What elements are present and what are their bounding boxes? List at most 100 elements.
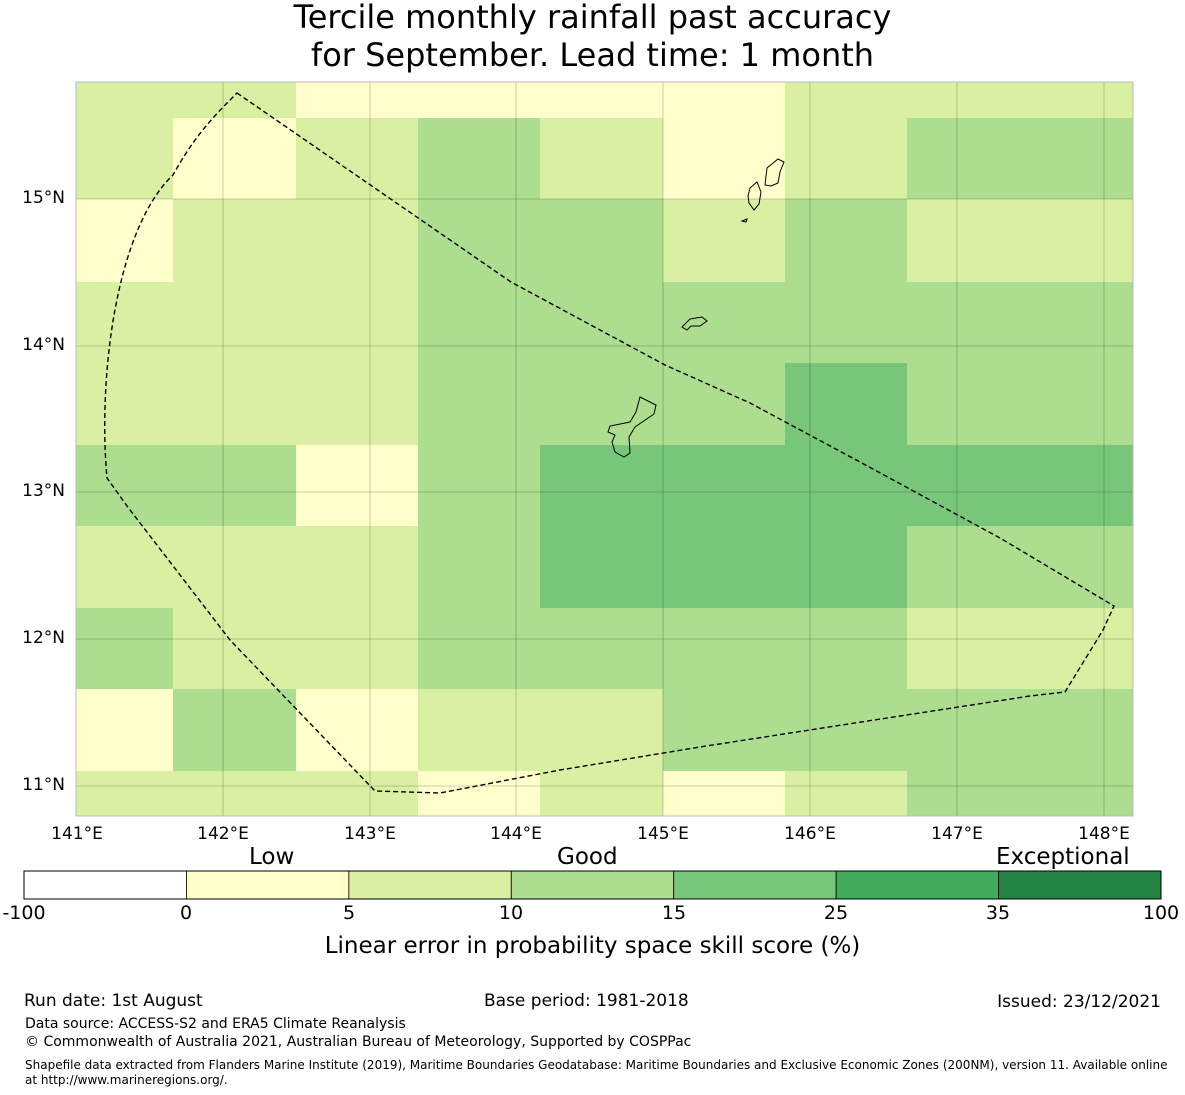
grid-cell <box>296 771 418 816</box>
grid-cell <box>663 445 785 526</box>
grid-cell <box>173 118 296 199</box>
grid-cell <box>785 771 907 816</box>
lat-label-11n: 11°N <box>22 775 65 795</box>
grid-cell <box>296 445 418 526</box>
grid-cell <box>540 608 663 689</box>
grid-cell <box>663 82 785 118</box>
issued-date: Issued: 23/12/2021 <box>997 992 1161 1012</box>
grid-cell <box>785 199 907 282</box>
grid-cell <box>907 445 1133 526</box>
grid-cell <box>663 689 785 771</box>
island-aguijan <box>740 218 748 223</box>
lon-label-144e: 144°E <box>490 824 542 844</box>
grid-cell <box>418 608 540 689</box>
lon-label-146e: 146°E <box>784 824 836 844</box>
grid-cell <box>173 526 296 608</box>
lat-label-15n: 15°N <box>22 188 65 208</box>
island-rota <box>681 316 708 331</box>
lon-label-147e: 147°E <box>931 824 983 844</box>
colorbar-segment <box>186 870 350 900</box>
grid-cell <box>540 689 663 771</box>
map-title-line-2: for September. Lead time: 1 month <box>310 36 875 74</box>
colorbar <box>23 870 1162 900</box>
grid-cell <box>173 282 296 363</box>
grid-cell <box>173 363 296 445</box>
grid-cell <box>76 608 173 689</box>
lon-label-142e: 142°E <box>197 824 249 844</box>
colorbar-tick: 35 <box>985 902 1011 924</box>
colorbar-tick: 10 <box>498 902 524 924</box>
grid-cell <box>76 445 173 526</box>
grid-cell <box>418 199 540 282</box>
grid-cell <box>418 118 540 199</box>
copyright: © Commonwealth of Australia 2021, Austra… <box>25 1034 692 1050</box>
grid-cell <box>76 526 173 608</box>
colorbar-tick: 100 <box>1142 902 1180 924</box>
colorbar-tick: -100 <box>2 902 46 924</box>
grid-cell <box>907 82 1133 118</box>
grid-cell <box>173 608 296 689</box>
grid-cell <box>907 771 1133 816</box>
lon-label-148e: 148°E <box>1078 824 1130 844</box>
grid-cell <box>663 771 785 816</box>
island-tinian <box>747 181 762 211</box>
graticule <box>75 82 1133 816</box>
lon-label-145e: 145°E <box>637 824 689 844</box>
lon-label-141e: 141°E <box>51 824 103 844</box>
grid-cell <box>76 82 173 118</box>
lat-label-14n: 14°N <box>22 335 65 355</box>
colorbar-segment <box>673 870 837 900</box>
grid-cell <box>418 689 540 771</box>
eez-boundary <box>104 92 1115 794</box>
grid-cell <box>540 118 663 199</box>
colorbar-segment <box>348 870 512 900</box>
grid-cell <box>540 282 663 363</box>
grid-cell <box>418 82 540 118</box>
grid-cell <box>540 82 663 118</box>
grid-cell <box>663 608 785 689</box>
grid-cell <box>76 199 173 282</box>
grid-cell <box>76 282 173 363</box>
skill-grid <box>76 82 1133 816</box>
lat-label-12n: 12°N <box>22 628 65 648</box>
grid-cell <box>173 82 296 118</box>
grid-cell <box>296 199 418 282</box>
grid-cell <box>296 82 418 118</box>
colorbar-tick: 5 <box>342 902 356 924</box>
grid-cell <box>418 445 540 526</box>
colorbar-tick: 0 <box>179 902 193 924</box>
grid-cell <box>785 118 907 199</box>
grid-cell <box>540 363 663 445</box>
grid-cell <box>296 526 418 608</box>
colorbar-segment <box>835 870 999 900</box>
grid-cell <box>540 199 663 282</box>
grid-cell <box>907 689 1133 771</box>
grid-cell <box>785 282 907 363</box>
grid-cell <box>663 199 785 282</box>
grid-cell <box>540 445 663 526</box>
grid-cell <box>663 282 785 363</box>
grid-cell <box>173 689 296 771</box>
map-title-line-1: Tercile monthly rainfall past accuracy <box>293 0 892 36</box>
grid-cell <box>785 363 907 445</box>
grid-cell <box>663 526 785 608</box>
grid-cell <box>76 363 173 445</box>
grid-cell <box>907 608 1133 689</box>
colorbar-title: Linear error in probability space skill … <box>324 933 861 959</box>
grid-cell <box>785 445 907 526</box>
colorbar-segment <box>998 870 1162 900</box>
shapefile-note: Shapefile data extracted from Flanders M… <box>25 1058 1168 1087</box>
grid-cell <box>296 363 418 445</box>
grid-cell <box>418 363 540 445</box>
island-saipan <box>764 158 785 187</box>
grid-cell <box>540 771 663 816</box>
colorbar-segment <box>510 870 675 900</box>
data-source: Data source: ACCESS-S2 and ERA5 Climate … <box>25 1016 406 1032</box>
map-frame <box>75 81 1134 817</box>
grid-cell <box>76 118 173 199</box>
grid-cell <box>296 608 418 689</box>
colorbar-frame <box>23 870 1162 900</box>
grid-cell <box>296 689 418 771</box>
grid-cell <box>296 118 418 199</box>
category-exceptional: Exceptional <box>996 844 1130 870</box>
